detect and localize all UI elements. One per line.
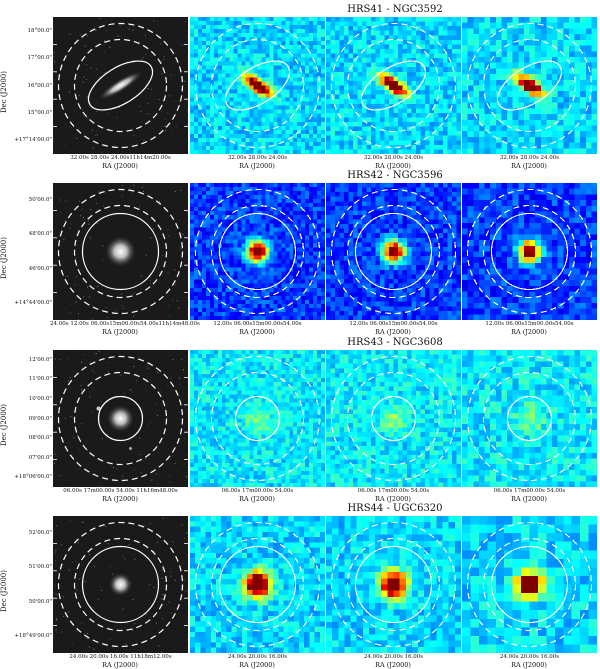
x-tick-labels: 24.00s 20.00s 16.00s [459,654,600,660]
ir-panel [462,17,597,154]
x-axis-label: RA (J2000) [55,328,185,336]
ir-panel [190,350,325,487]
y-tick-label: +14°44'00.0" [10,300,52,306]
ir-map [462,183,597,320]
ir-panel [326,350,461,487]
x-axis-label: RA (J2000) [55,661,185,669]
x-tick-labels: 06.00s 17m00.00s 54.00s 11h16m48.00s [50,488,191,494]
y-tick-label: 50'00.0" [10,599,52,605]
x-tick-labels: 32.00s 28.00s 24.00s [323,155,464,161]
x-axis-label: RA (J2000) [328,162,458,170]
x-tick-labels: 32.00s 28.00s 24.00s [459,155,600,161]
y-tick-label: 07'00.0" [10,455,52,461]
ir-panel [326,17,461,154]
x-axis-label: RA (J2000) [55,495,185,503]
y-tick-label: 16°00.0" [10,83,52,89]
optical-panel [53,183,188,320]
optical-image [53,183,188,320]
x-tick-labels: 12.00s 06.00s15m00.00s54.00s [323,321,464,327]
x-axis-label: RA (J2000) [192,328,322,336]
y-tick-label: 12'00.0" [10,357,52,363]
x-tick-labels: 24.00s 20.00s 16.00s [187,654,328,660]
y-tick-label: 51'00.0" [10,564,52,570]
x-axis-label: RA (J2000) [328,495,458,503]
ir-map [190,350,325,487]
ir-map [326,183,461,320]
ir-panel [326,516,461,653]
y-tick-label: 52'00.0" [10,530,52,536]
y-axis-label: Dec (J2000) [0,523,12,660]
optical-image [53,350,188,487]
ir-map [326,516,461,653]
ir-map [462,350,597,487]
x-axis-label: RA (J2000) [192,661,322,669]
x-tick-labels: 32.00s 28.00s 24.00s11h14m20.00s [50,155,191,161]
row-title: HRS42 - NGC3596 [190,170,600,181]
ir-map [326,17,461,154]
y-tick-label: +18°06'00.0" [10,474,52,480]
optical-panel [53,17,188,154]
ir-panel [462,516,597,653]
x-tick-labels: 24.00s 20.00s 16.00s 11h18m12.00s [50,654,191,660]
x-tick-labels: 06.00s 17m00.00s 54.00s [459,488,600,494]
row-title: HRS41 - NGC3592 [190,4,600,15]
row-title: HRS43 - NGC3608 [190,337,600,348]
x-tick-labels: 24.00s 20.00s 16.00s [323,654,464,660]
ir-map [462,17,597,154]
x-axis-label: RA (J2000) [464,162,594,170]
ir-map [462,516,597,653]
x-tick-labels: 32.00s 28.00s 24.00s [187,155,328,161]
y-tick-label: 46'00.0" [10,266,52,272]
ir-panel [190,183,325,320]
ir-map [190,183,325,320]
x-axis-label: RA (J2000) [55,162,185,170]
x-tick-labels: 12.00s 06.00s15m00.00s54.00s [187,321,328,327]
x-axis-label: RA (J2000) [464,495,594,503]
y-tick-label: 11'00.0" [10,376,52,382]
row-title: HRS44 - UGC6320 [190,503,600,514]
ir-panel [190,17,325,154]
y-tick-label: 15°00.0" [10,110,52,116]
y-tick-label: 18°00.0" [10,28,52,34]
y-tick-label: +17°14'00.0" [10,137,52,143]
x-axis-label: RA (J2000) [192,495,322,503]
ir-panel [462,350,597,487]
y-tick-label: 10'00.0" [10,396,52,402]
ir-map [190,516,325,653]
optical-panel [53,516,188,653]
optical-image [53,17,188,154]
x-axis-label: RA (J2000) [192,162,322,170]
figure-row: HRS42 - NGC3596 Dec (J2000)50'00.0" 48'00.… [0,170,600,335]
y-tick-label: 09'00.0" [10,416,52,422]
y-tick-label: 50'00.0" [10,197,52,203]
x-tick-labels: 12.00s 06.00s15m00.00s54.00s [459,321,600,327]
y-tick-label: 48'00.0" [10,231,52,237]
ir-panel [462,183,597,320]
optical-panel [53,350,188,487]
x-tick-labels: 24.00s 12.00s 06.00s15m00.00s54.00s11h14… [50,321,191,327]
x-axis-label: RA (J2000) [464,328,594,336]
ir-map [190,17,325,154]
ir-map [326,350,461,487]
x-axis-label: RA (J2000) [328,328,458,336]
y-tick-label: +18°49'00.0" [10,633,52,639]
ir-panel [190,516,325,653]
x-axis-label: RA (J2000) [328,661,458,669]
x-axis-label: RA (J2000) [464,661,594,669]
y-axis-label: Dec (J2000) [0,190,12,327]
ir-panel [326,183,461,320]
figure-row: HRS44 - UGC6320 Dec (J2000)52'00.0" 51'00.… [0,503,600,668]
x-tick-labels: 06.00s 17m00.00s 54.00s [323,488,464,494]
y-tick-label: 08'00.0" [10,435,52,441]
y-tick-label: 17°00.0" [10,55,52,61]
optical-image [53,516,188,653]
x-tick-labels: 06.00s 17m00.00s 54.00s [187,488,328,494]
